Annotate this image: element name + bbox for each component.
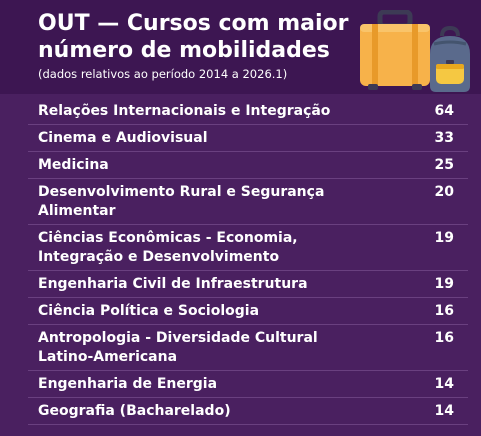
mobility-count: 64 <box>434 103 454 119</box>
ranking-list: Relações Internacionais e Integração 64 … <box>28 98 468 425</box>
mobility-count: 16 <box>434 330 454 346</box>
list-item: Desenvolvimento Rural e Segurança Alimen… <box>28 179 468 225</box>
card-title: OUT — Cursos com maior número de mobilid… <box>38 11 349 63</box>
course-name: Ciência Política e Sociologia <box>38 303 260 319</box>
list-item: Ciência Política e Sociologia 16 <box>28 298 468 325</box>
card-subtitle: (dados relativos ao período 2014 a 2026.… <box>38 67 288 81</box>
list-item: Antropologia - Diversidade Cultural Lati… <box>28 325 468 371</box>
list-item: Geografia (Bacharelado) 14 <box>28 398 468 425</box>
suitcase-icon <box>360 10 430 90</box>
course-name: Antropologia - Diversidade Cultural Lati… <box>38 330 318 365</box>
list-item: Medicina 25 <box>28 152 468 179</box>
list-item: Relações Internacionais e Integração 64 <box>28 98 468 125</box>
mobility-count: 25 <box>434 157 454 173</box>
mobility-count: 14 <box>434 403 454 419</box>
card-header: OUT — Cursos com maior número de mobilid… <box>0 0 481 94</box>
course-name: Engenharia de Energia <box>38 376 218 392</box>
list-item: Cinema e Audiovisual 33 <box>28 125 468 152</box>
mobility-count: 33 <box>434 130 454 146</box>
course-name: Desenvolvimento Rural e Segurança Alimen… <box>38 184 325 219</box>
course-name: Ciências Econômicas - Economia, Integraç… <box>38 230 298 265</box>
course-name: Relações Internacionais e Integração <box>38 103 331 119</box>
course-name: Medicina <box>38 157 109 173</box>
mobility-count: 19 <box>434 276 454 292</box>
course-name: Engenharia Civil de Infraestrutura <box>38 276 308 292</box>
mobility-count: 20 <box>434 184 454 200</box>
backpack-icon <box>430 25 470 92</box>
course-name: Cinema e Audiovisual <box>38 130 208 146</box>
course-name: Geografia (Bacharelado) <box>38 403 231 419</box>
travel-illustration <box>360 10 470 92</box>
list-item: Engenharia de Energia 14 <box>28 371 468 398</box>
mobility-count: 19 <box>434 230 454 246</box>
list-item: Engenharia Civil de Infraestrutura 19 <box>28 271 468 298</box>
mobility-count: 16 <box>434 303 454 319</box>
mobility-count: 14 <box>434 376 454 392</box>
list-item: Ciências Econômicas - Economia, Integraç… <box>28 225 468 271</box>
